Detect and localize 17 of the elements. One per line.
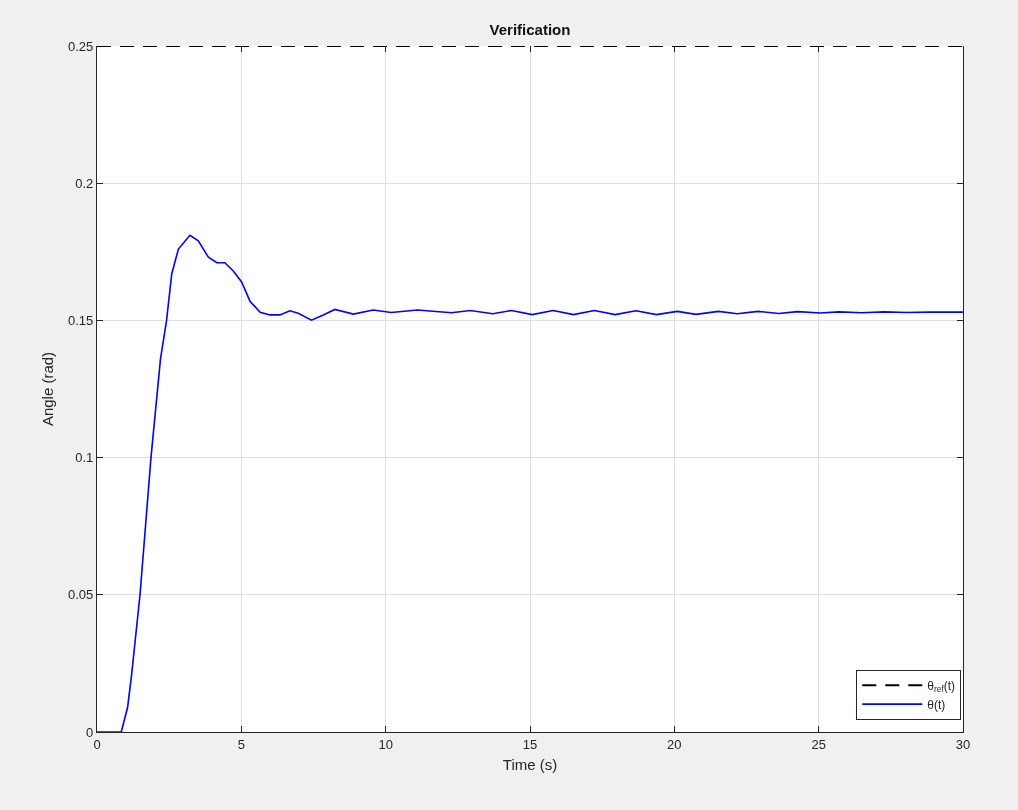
legend-label: θ$_{ref}$(t) [927,678,956,695]
legend-label: θ(t) [927,697,946,712]
x-tick-label: 15 [522,736,538,752]
x-tick-label: 10 [378,736,393,752]
x-tick-label: 25 [811,736,826,752]
x-tick-label: 30 [955,736,971,752]
y-tick-label: 0.1 [75,450,94,466]
y-tick-label: 0.2 [75,175,94,191]
x-axis-title: Time (s) [502,755,558,773]
y-axis-title: Angle (rad) [39,351,57,427]
y-tick-label: 0 [86,724,94,740]
y-tick-label: 0.05 [67,587,94,603]
chart-title: Verification [489,21,571,39]
y-tick-label: 0.25 [67,38,94,54]
x-tick-label: 20 [667,736,682,752]
x-tick-label: 5 [237,736,245,752]
y-tick-label: 0.15 [67,312,94,328]
